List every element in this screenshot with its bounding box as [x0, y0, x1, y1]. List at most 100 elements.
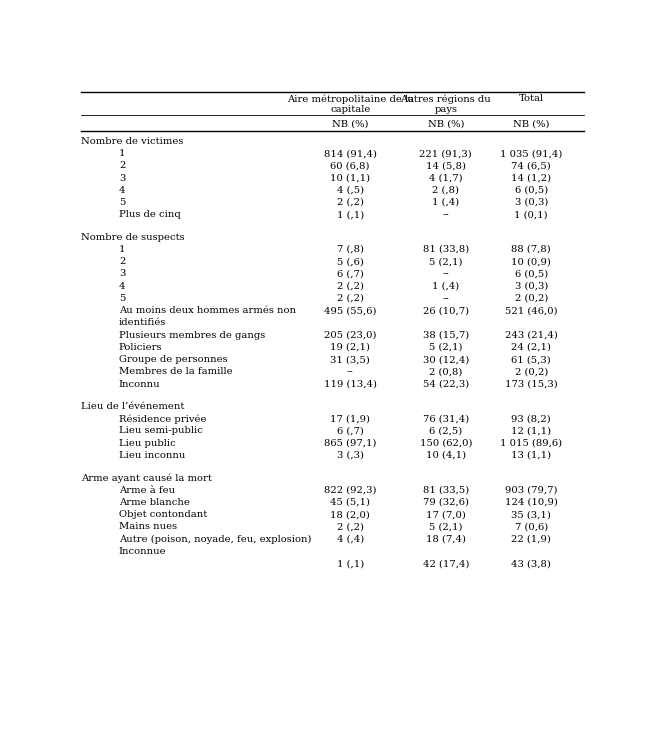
Text: 1 015 (89,6): 1 015 (89,6)	[500, 439, 562, 448]
Text: 5 (2,1): 5 (2,1)	[429, 522, 463, 531]
Text: 5: 5	[119, 294, 125, 303]
Text: Mains nues: Mains nues	[119, 522, 177, 531]
Text: 2 (0,2): 2 (0,2)	[515, 367, 548, 376]
Text: 5 (2,1): 5 (2,1)	[429, 257, 463, 266]
Text: 1 (0,1): 1 (0,1)	[515, 211, 548, 219]
Text: 2 (,8): 2 (,8)	[432, 185, 459, 195]
Text: Aire métropolitaine de la
capitale: Aire métropolitaine de la capitale	[287, 95, 414, 115]
Text: 1 (,4): 1 (,4)	[432, 198, 459, 207]
Text: 7 (0,6): 7 (0,6)	[515, 522, 548, 531]
Text: 5 (,6): 5 (,6)	[337, 257, 363, 266]
Text: 38 (15,7): 38 (15,7)	[422, 330, 469, 340]
Text: 10 (4,1): 10 (4,1)	[426, 451, 466, 460]
Text: 2 (,2): 2 (,2)	[337, 282, 363, 290]
Text: 19 (2,1): 19 (2,1)	[330, 343, 370, 352]
Text: Arme à feu: Arme à feu	[119, 486, 175, 494]
Text: 2: 2	[119, 161, 125, 170]
Text: 4 (,5): 4 (,5)	[337, 185, 364, 195]
Text: 173 (15,3): 173 (15,3)	[505, 380, 557, 389]
Text: 5: 5	[119, 198, 125, 207]
Text: 2 (0,2): 2 (0,2)	[515, 294, 548, 303]
Text: 1: 1	[119, 149, 125, 158]
Text: 7 (,8): 7 (,8)	[337, 245, 363, 254]
Text: Lieu public: Lieu public	[119, 439, 176, 448]
Text: 1 (,1): 1 (,1)	[337, 559, 364, 568]
Text: 6 (0,5): 6 (0,5)	[515, 270, 548, 279]
Text: NB (%): NB (%)	[332, 120, 369, 129]
Text: Inconnue: Inconnue	[119, 547, 167, 556]
Text: 61 (5,3): 61 (5,3)	[511, 355, 551, 364]
Text: 3 (,3): 3 (,3)	[337, 451, 363, 460]
Text: Lieu semi-public: Lieu semi-public	[119, 426, 202, 435]
Text: Autre (poison, noyade, feu, explosion): Autre (poison, noyade, feu, explosion)	[119, 534, 312, 544]
Text: 5 (2,1): 5 (2,1)	[429, 343, 463, 352]
Text: 495 (55,6): 495 (55,6)	[324, 306, 376, 315]
Text: --: --	[443, 211, 449, 219]
Text: Inconnu: Inconnu	[119, 380, 160, 389]
Text: 79 (32,6): 79 (32,6)	[422, 498, 469, 507]
Text: 4: 4	[119, 282, 125, 290]
Text: 243 (21,4): 243 (21,4)	[505, 330, 557, 340]
Text: Arme blanche: Arme blanche	[119, 498, 190, 507]
Text: 93 (8,2): 93 (8,2)	[511, 415, 551, 423]
Text: identifiés: identifiés	[119, 319, 166, 327]
Text: 13 (1,1): 13 (1,1)	[511, 451, 552, 460]
Text: 18 (2,0): 18 (2,0)	[330, 510, 370, 519]
Text: 3 (0,3): 3 (0,3)	[515, 282, 548, 290]
Text: Nombre de victimes: Nombre de victimes	[81, 137, 184, 146]
Text: 4 (1,7): 4 (1,7)	[429, 174, 463, 183]
Text: 74 (6,5): 74 (6,5)	[511, 161, 551, 170]
Text: 14 (1,2): 14 (1,2)	[511, 174, 552, 183]
Text: 18 (7,4): 18 (7,4)	[426, 534, 466, 544]
Text: 3 (0,3): 3 (0,3)	[515, 198, 548, 207]
Text: Lieu de l’événement: Lieu de l’événement	[81, 402, 184, 411]
Text: --: --	[443, 294, 449, 303]
Text: 17 (1,9): 17 (1,9)	[330, 415, 370, 423]
Text: 2 (,2): 2 (,2)	[337, 198, 363, 207]
Text: NB (%): NB (%)	[428, 120, 464, 129]
Text: 14 (5,8): 14 (5,8)	[426, 161, 466, 170]
Text: Nombre de suspects: Nombre de suspects	[81, 233, 185, 242]
Text: 4: 4	[119, 185, 125, 195]
Text: 124 (10,9): 124 (10,9)	[505, 498, 557, 507]
Text: Lieu inconnu: Lieu inconnu	[119, 451, 185, 460]
Text: 2: 2	[119, 257, 125, 266]
Text: Policiers: Policiers	[119, 343, 162, 352]
Text: 12 (1,1): 12 (1,1)	[511, 426, 552, 435]
Text: Au moins deux hommes armés non: Au moins deux hommes armés non	[119, 306, 296, 315]
Text: 88 (7,8): 88 (7,8)	[511, 245, 551, 254]
Text: Arme ayant causé la mort: Arme ayant causé la mort	[81, 474, 212, 483]
Text: Plusieurs membres de gangs: Plusieurs membres de gangs	[119, 330, 265, 340]
Text: 3: 3	[119, 270, 125, 279]
Text: NB (%): NB (%)	[513, 120, 550, 129]
Text: 119 (13,4): 119 (13,4)	[324, 380, 376, 389]
Text: 150 (62,0): 150 (62,0)	[419, 439, 472, 448]
Text: 221 (91,3): 221 (91,3)	[419, 149, 472, 158]
Text: 35 (3,1): 35 (3,1)	[511, 510, 551, 519]
Text: Résidence privée: Résidence privée	[119, 415, 206, 423]
Text: 42 (17,4): 42 (17,4)	[422, 559, 469, 568]
Text: Autres régions du
pays: Autres régions du pays	[400, 95, 491, 115]
Text: 865 (97,1): 865 (97,1)	[324, 439, 376, 448]
Text: 31 (3,5): 31 (3,5)	[330, 355, 370, 364]
Text: 54 (22,3): 54 (22,3)	[422, 380, 469, 389]
Text: 10 (0,9): 10 (0,9)	[511, 257, 551, 266]
Text: 1 035 (91,4): 1 035 (91,4)	[500, 149, 563, 158]
Text: 3: 3	[119, 174, 125, 183]
Text: 17 (7,0): 17 (7,0)	[426, 510, 466, 519]
Text: 2 (,2): 2 (,2)	[337, 522, 363, 531]
Text: 903 (79,7): 903 (79,7)	[505, 486, 557, 494]
Text: 76 (31,4): 76 (31,4)	[422, 415, 469, 423]
Text: 2 (0,8): 2 (0,8)	[429, 367, 463, 376]
Text: 2 (,2): 2 (,2)	[337, 294, 363, 303]
Text: 81 (33,5): 81 (33,5)	[422, 486, 469, 494]
Text: 43 (3,8): 43 (3,8)	[511, 559, 551, 568]
Text: 1 (,4): 1 (,4)	[432, 282, 459, 290]
Text: 6 (,7): 6 (,7)	[337, 426, 363, 435]
Text: Membres de la famille: Membres de la famille	[119, 367, 232, 376]
Text: 30 (12,4): 30 (12,4)	[422, 355, 469, 364]
Text: 81 (33,8): 81 (33,8)	[422, 245, 469, 254]
Text: Plus de cinq: Plus de cinq	[119, 211, 180, 219]
Text: 26 (10,7): 26 (10,7)	[422, 306, 469, 315]
Text: 22 (1,9): 22 (1,9)	[511, 534, 551, 544]
